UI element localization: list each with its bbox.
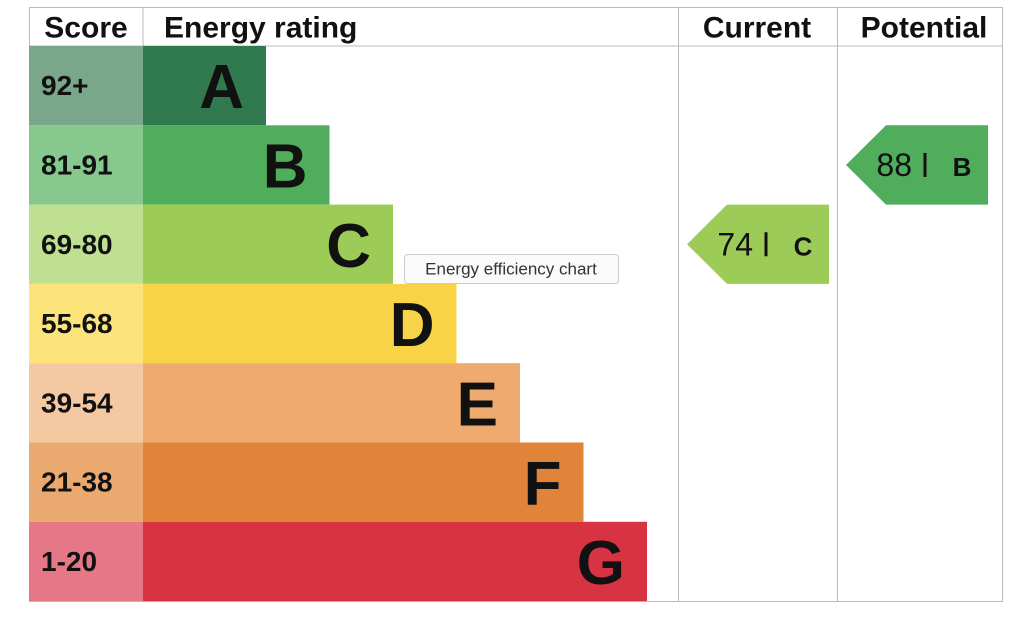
score-label: 92+	[41, 70, 89, 101]
score-label: 21-38	[41, 467, 113, 498]
score-cell	[29, 46, 143, 126]
rating-bar	[143, 125, 330, 205]
rating-letter: E	[457, 370, 498, 439]
rating-letter: C	[326, 212, 371, 281]
current-value: 74	[717, 226, 753, 262]
tooltip-text: Energy efficiency chart	[425, 260, 597, 279]
score-cell	[29, 521, 143, 602]
rating-bar	[143, 442, 584, 522]
potential-value: 88	[876, 147, 912, 183]
rating-bar	[143, 46, 266, 126]
header-rating: Energy rating	[164, 12, 357, 45]
score-cell	[29, 204, 143, 284]
rating-letter: G	[577, 529, 625, 598]
rating-bar	[143, 283, 457, 364]
score-cell	[29, 363, 143, 443]
header-current: Current	[703, 12, 811, 45]
rating-bar	[143, 204, 393, 284]
score-label: 1-20	[41, 546, 97, 577]
header-potential: Potential	[861, 12, 988, 45]
rating-bar	[143, 521, 647, 602]
score-label: 55-68	[41, 308, 113, 339]
potential-arrow	[846, 125, 988, 205]
rating-bar	[143, 363, 520, 443]
header-score: Score	[44, 12, 127, 45]
score-cell	[29, 125, 143, 205]
score-cell	[29, 283, 143, 364]
potential-rating: B	[953, 152, 972, 182]
rating-letter: D	[390, 291, 435, 360]
rating-letter: F	[524, 450, 562, 519]
score-label: 39-54	[41, 387, 113, 418]
score-label: 81-91	[41, 149, 113, 180]
current-arrow	[687, 204, 829, 284]
rating-letter: A	[199, 53, 244, 122]
tooltip-box	[404, 254, 619, 284]
current-rating: C	[794, 231, 813, 261]
rating-letter: B	[263, 132, 308, 201]
score-cell	[29, 442, 143, 522]
score-label: 69-80	[41, 229, 113, 260]
